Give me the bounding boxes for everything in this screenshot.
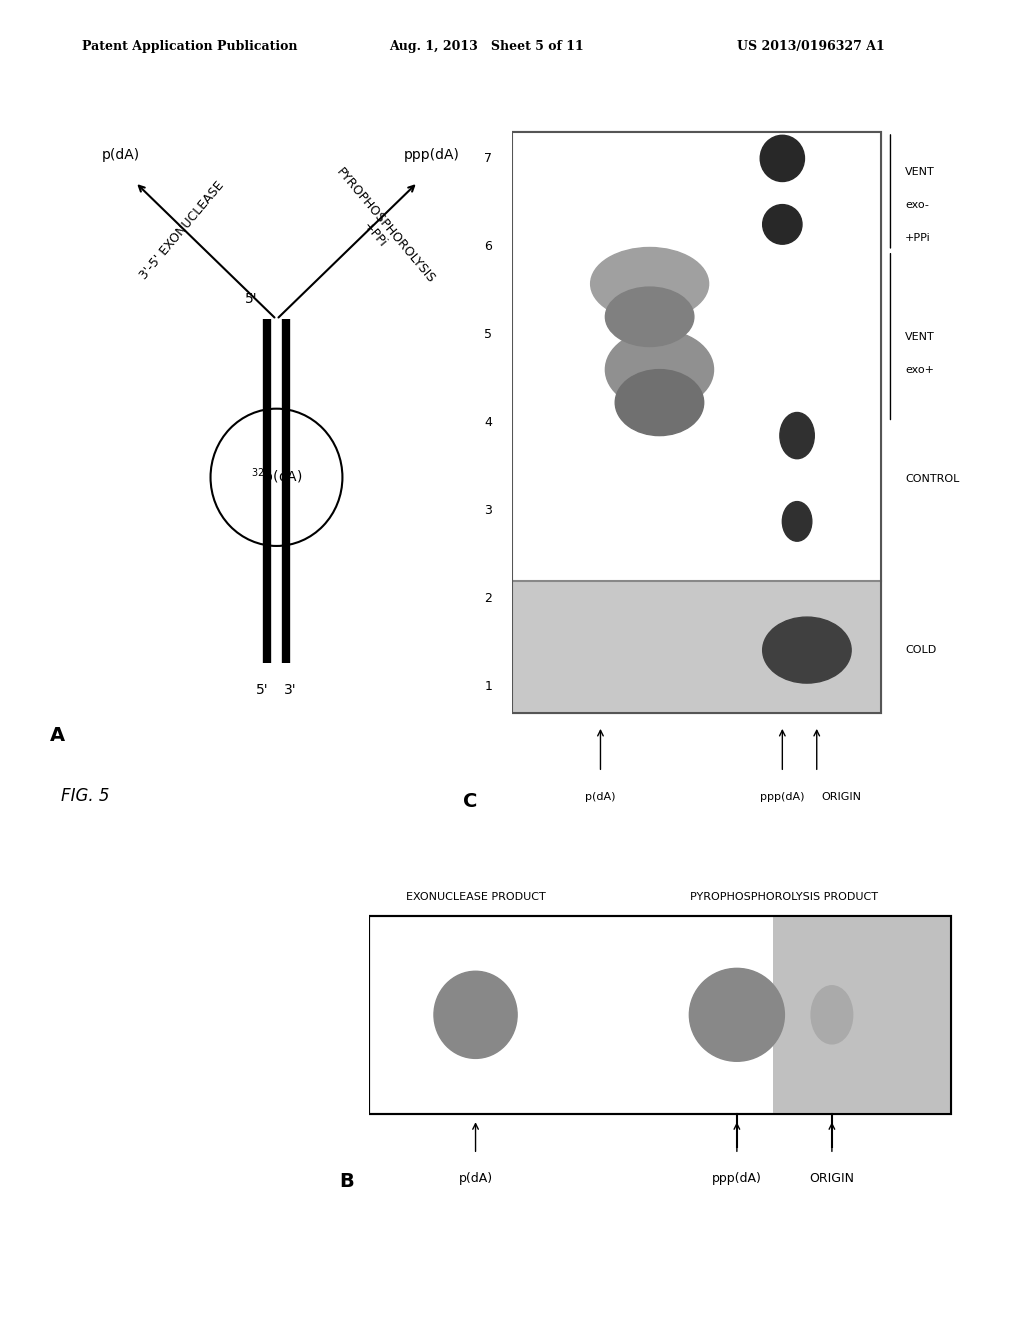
Ellipse shape xyxy=(763,205,802,244)
Text: 5': 5' xyxy=(256,684,268,697)
Text: FIG. 5: FIG. 5 xyxy=(61,787,110,805)
Text: Aug. 1, 2013   Sheet 5 of 11: Aug. 1, 2013 Sheet 5 of 11 xyxy=(389,40,584,53)
Text: 3': 3' xyxy=(285,684,297,697)
Text: A: A xyxy=(50,726,66,744)
Text: 1: 1 xyxy=(484,680,493,693)
Ellipse shape xyxy=(615,370,703,436)
Text: C: C xyxy=(463,792,477,810)
Text: ORIGIN: ORIGIN xyxy=(821,792,861,803)
Text: exo-: exo- xyxy=(905,199,929,210)
Text: exo+: exo+ xyxy=(905,364,934,375)
Text: ORIGIN: ORIGIN xyxy=(809,1172,854,1184)
FancyBboxPatch shape xyxy=(772,916,950,1114)
Text: ppp(dA): ppp(dA) xyxy=(760,792,805,803)
Text: Patent Application Publication: Patent Application Publication xyxy=(82,40,297,53)
Text: CONTROL: CONTROL xyxy=(905,474,959,483)
Text: 5': 5' xyxy=(245,292,258,306)
Ellipse shape xyxy=(763,618,851,684)
Ellipse shape xyxy=(782,502,812,541)
Text: ppp(dA): ppp(dA) xyxy=(404,148,460,161)
Text: US 2013/0196327 A1: US 2013/0196327 A1 xyxy=(737,40,885,53)
Text: 4: 4 xyxy=(484,416,493,429)
Ellipse shape xyxy=(591,248,709,321)
FancyBboxPatch shape xyxy=(512,132,881,581)
Text: $^{32}$p(dA): $^{32}$p(dA) xyxy=(251,466,302,488)
Text: 3'-5' EXONUCLEASE: 3'-5' EXONUCLEASE xyxy=(137,178,227,281)
Ellipse shape xyxy=(605,288,694,347)
Text: ppp(dA): ppp(dA) xyxy=(712,1172,762,1184)
Text: 3: 3 xyxy=(484,504,493,517)
Ellipse shape xyxy=(605,330,714,409)
Text: B: B xyxy=(339,1172,353,1191)
Ellipse shape xyxy=(780,413,814,459)
Text: p(dA): p(dA) xyxy=(102,148,140,161)
FancyBboxPatch shape xyxy=(369,916,950,1114)
Text: p(dA): p(dA) xyxy=(459,1172,493,1184)
Text: 2: 2 xyxy=(484,591,493,605)
Text: COLD: COLD xyxy=(905,645,937,655)
Text: VENT: VENT xyxy=(905,331,935,342)
Ellipse shape xyxy=(434,972,517,1059)
Text: 5: 5 xyxy=(484,327,493,341)
FancyBboxPatch shape xyxy=(512,581,881,713)
Text: 6: 6 xyxy=(484,240,493,253)
Ellipse shape xyxy=(689,969,784,1061)
Ellipse shape xyxy=(760,136,805,181)
Text: PYROPHOSPHOROLYSIS PRODUCT: PYROPHOSPHOROLYSIS PRODUCT xyxy=(690,891,879,902)
Text: 7: 7 xyxy=(484,152,493,165)
Text: PYROPHOSPHOROLYSIS
+PPi: PYROPHOSPHOROLYSIS +PPi xyxy=(323,165,438,296)
Text: p(dA): p(dA) xyxy=(586,792,615,803)
Text: EXONUCLEASE PRODUCT: EXONUCLEASE PRODUCT xyxy=(406,891,546,902)
FancyBboxPatch shape xyxy=(512,132,881,713)
Text: +PPi: +PPi xyxy=(905,232,931,243)
Ellipse shape xyxy=(811,986,853,1044)
Text: VENT: VENT xyxy=(905,166,935,177)
